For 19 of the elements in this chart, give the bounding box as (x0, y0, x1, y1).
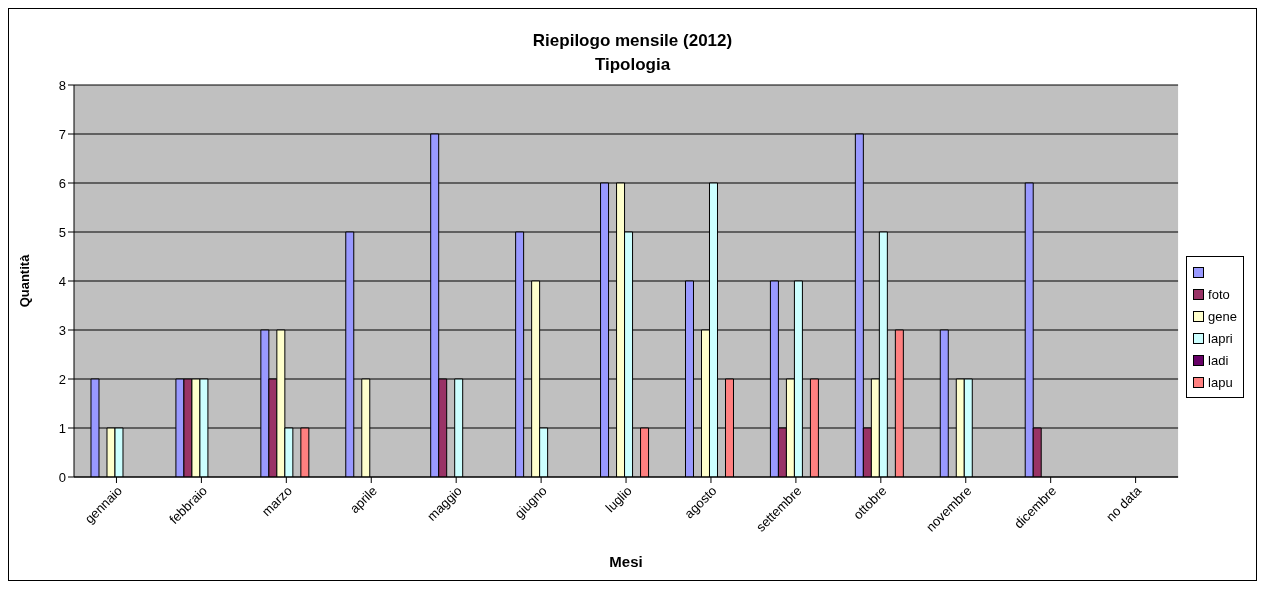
legend-label: lapri (1208, 330, 1233, 346)
y-tick-label: 2 (58, 371, 66, 387)
x-tick-label: no data (1102, 482, 1145, 525)
y-tick-label: 8 (58, 77, 66, 93)
y-axis-title: Quantità (16, 253, 32, 308)
y-tick-label: 6 (58, 175, 66, 191)
legend-label: ladi (1208, 352, 1229, 368)
legend-label: gene (1208, 308, 1237, 324)
y-tick-label: 5 (58, 224, 66, 240)
y-tick-label: 0 (58, 469, 66, 485)
y-tick-label: 1 (58, 420, 66, 436)
chart-subtitle: Tipologia (593, 54, 672, 76)
y-tick-label: 7 (58, 126, 66, 142)
legend-label: foto (1208, 286, 1230, 302)
legend-label: lapu (1208, 374, 1233, 390)
y-tick-label: 4 (58, 273, 66, 289)
y-tick-label: 3 (58, 322, 66, 338)
x-axis-title: Mesi (609, 553, 643, 570)
chart-title: Riepilogo mensile (2012) (531, 30, 734, 52)
